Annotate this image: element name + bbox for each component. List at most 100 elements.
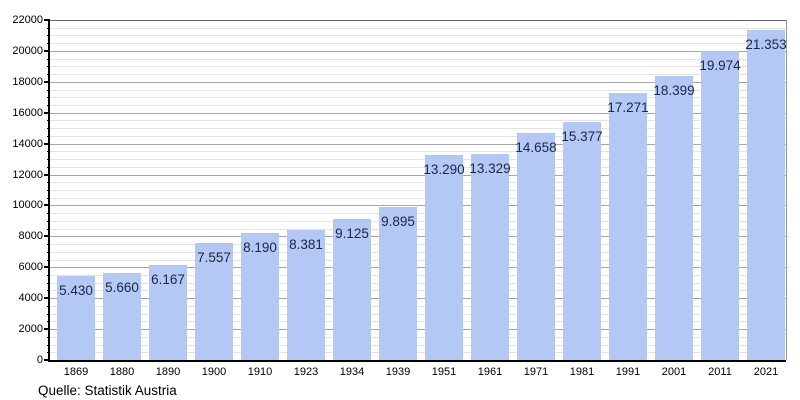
x-tick-label: 1971 [523,366,549,378]
y-tick-label: 8000 [18,230,43,242]
y-minor-tick [47,314,50,315]
major-gridline [50,175,786,176]
x-tick-label: 1991 [615,366,641,378]
bar-value-label: 18.399 [653,83,695,98]
y-minor-tick [47,128,50,129]
bar-2001 [655,76,693,360]
y-tick-label: 4000 [18,292,43,304]
y-major-tick [44,174,50,176]
minor-gridline [50,252,786,253]
y-minor-tick [47,213,50,214]
minor-gridline [50,167,786,168]
y-minor-tick [47,190,50,191]
y-tick-label: 6000 [18,261,43,273]
major-gridline [50,51,786,52]
bar-1981 [563,122,601,360]
minor-gridline [50,74,786,75]
bar-2021 [747,30,785,360]
y-minor-tick [47,229,50,230]
bar-1910 [241,233,279,360]
y-minor-tick [47,290,50,291]
bar-1869 [57,276,95,360]
x-tick-label: 1923 [293,366,319,378]
y-major-tick [44,235,50,237]
x-tick-label: 1934 [339,366,365,378]
x-tick-label: 1880 [109,366,135,378]
bar-2011 [701,51,739,360]
y-major-tick [44,143,50,145]
y-minor-tick [47,159,50,160]
y-minor-tick [47,221,50,222]
minor-gridline [50,105,786,106]
major-gridline [50,113,786,114]
y-major-tick [44,50,50,52]
x-tick-label: 1939 [385,366,411,378]
y-minor-tick [47,352,50,353]
minor-gridline [50,159,786,160]
bar-value-label: 9.125 [335,226,369,241]
minor-gridline [50,66,786,67]
major-gridline [50,267,786,268]
major-gridline [50,144,786,145]
x-tick-label: 1900 [201,366,227,378]
y-minor-tick [47,252,50,253]
y-tick-label: 14000 [12,138,43,150]
y-tick-label: 20000 [12,45,43,57]
bar-1951 [425,155,463,360]
minor-gridline [50,28,786,29]
y-minor-tick [47,66,50,67]
bar-1939 [379,207,417,360]
y-minor-tick [47,74,50,75]
y-minor-tick [47,244,50,245]
minor-gridline [50,151,786,152]
x-tick-label: 1951 [431,366,457,378]
bar-value-label: 17.271 [607,100,649,115]
x-tick-label: 2001 [661,366,687,378]
major-gridline [50,329,786,330]
bar-value-label: 8.190 [243,240,277,255]
x-tick-label: 2021 [753,366,779,378]
y-minor-tick [47,182,50,183]
minor-gridline [50,120,786,121]
y-minor-tick [47,105,50,106]
bar-1961 [471,154,509,360]
minor-gridline [50,221,786,222]
y-minor-tick [47,59,50,60]
x-tick-label: 1869 [63,366,89,378]
y-tick-label: 16000 [12,107,43,119]
bar-value-label: 5.660 [105,280,139,295]
y-minor-tick [47,136,50,137]
plot-frame-right [786,20,787,360]
major-gridline [50,236,786,237]
y-minor-tick [47,151,50,152]
minor-gridline [50,182,786,183]
bar-1880 [103,273,141,360]
minor-gridline [50,97,786,98]
x-tick-label: 1890 [155,366,181,378]
y-minor-tick [47,283,50,284]
x-tick-label: 1961 [477,366,503,378]
y-minor-tick [47,260,50,261]
y-minor-tick [47,43,50,44]
y-major-tick [44,266,50,268]
y-minor-tick [47,97,50,98]
minor-gridline [50,275,786,276]
minor-gridline [50,337,786,338]
x-tick-label: 1910 [247,366,273,378]
source-caption: Quelle: Statistik Austria [38,383,177,398]
y-tick-label: 2000 [18,323,43,335]
y-tick-label: 10000 [12,199,43,211]
bar-1971 [517,133,555,360]
minor-gridline [50,314,786,315]
y-major-tick [44,81,50,83]
minor-gridline [50,290,786,291]
major-gridline [50,82,786,83]
y-tick-label: 18000 [12,76,43,88]
minor-gridline [50,198,786,199]
major-gridline [50,205,786,206]
y-minor-tick [47,306,50,307]
bar-1923 [287,230,325,360]
minor-gridline [50,229,786,230]
minor-gridline [50,213,786,214]
minor-gridline [50,244,786,245]
